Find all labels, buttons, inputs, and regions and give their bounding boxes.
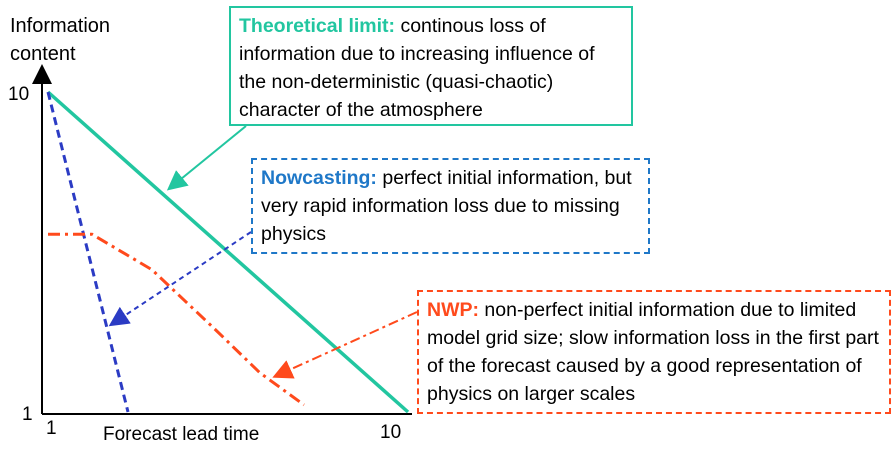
nowcasting-series-line [46, 91, 130, 413]
x-tick-left: 1 [46, 418, 57, 439]
y-tick-top: 10 [8, 84, 30, 105]
theoretical-limit-text: continous loss of information due to inc… [239, 15, 595, 121]
y-axis-label: Information content [10, 15, 111, 65]
nowcasting-pointer-arrow [108, 231, 252, 327]
x-tick-right: 10 [380, 422, 402, 443]
nwp-text: non-perfect initial information due to l… [427, 299, 879, 405]
theoretical-limit-callout: Theoretical limit: continous loss of inf… [229, 6, 633, 126]
x-axis-label: Forecast lead time [103, 424, 260, 445]
nowcasting-callout: Nowcasting: perfect initial information,… [251, 158, 650, 254]
nwp-heading: NWP: [427, 299, 479, 321]
nwp-callout: NWP: non-perfect initial information due… [417, 290, 891, 414]
nwp-series-line [48, 232, 305, 407]
y-tick-bottom: 1 [22, 404, 33, 425]
theoretical-limit-heading: Theoretical limit: [239, 15, 396, 37]
theoretical-series-line [46, 90, 410, 414]
theory-pointer-arrow [166, 125, 247, 191]
nwp-pointer-arrow [272, 311, 418, 379]
nowcasting-heading: Nowcasting: [261, 167, 377, 189]
nowcasting-text: perfect initial information, but very ra… [261, 167, 632, 245]
